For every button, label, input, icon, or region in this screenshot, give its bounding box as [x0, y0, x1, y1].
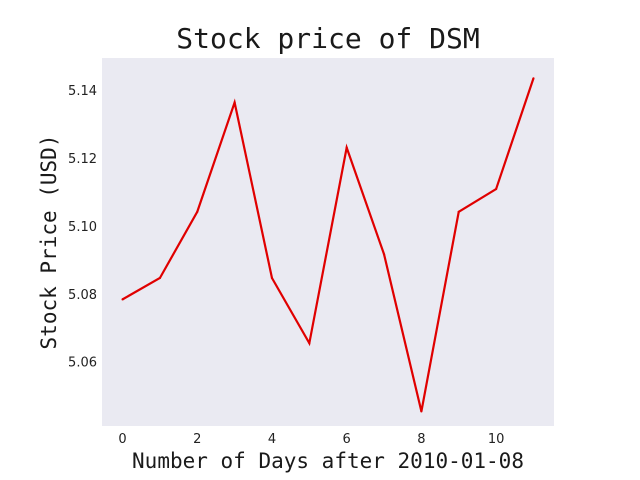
x-tick-label: 2 [193, 432, 201, 447]
x-axis-label: Number of Days after 2010-01-08 [132, 449, 524, 473]
data-point [121, 298, 124, 301]
y-tick-label: 5.12 [68, 152, 97, 167]
data-point [345, 146, 348, 149]
data-point [270, 276, 274, 280]
y-axis-ticks: 5.06 5.08 5.10 5.12 5.14 [68, 84, 97, 371]
data-point [233, 101, 236, 104]
x-tick-label: 10 [488, 432, 505, 447]
data-point [532, 77, 535, 80]
y-tick-label: 5.06 [68, 356, 97, 371]
data-point [420, 410, 423, 413]
data-layer [121, 77, 535, 413]
x-axis-ticks: 0 2 4 6 8 10 [118, 432, 504, 447]
y-tick-label: 5.14 [68, 84, 97, 99]
x-tick-label: 8 [417, 432, 425, 447]
y-tick-label: 5.10 [68, 220, 97, 235]
series-line [122, 78, 535, 412]
x-tick-label: 6 [343, 432, 351, 447]
data-point [495, 187, 498, 191]
data-point [382, 253, 386, 256]
data-point [196, 210, 199, 213]
data-point [158, 276, 161, 280]
y-axis-label: Stock Price (USD) [37, 135, 61, 350]
data-point [457, 210, 460, 213]
x-tick-label: 0 [118, 432, 126, 447]
data-point [308, 342, 311, 345]
x-tick-label: 4 [268, 432, 276, 447]
chart-title: Stock price of DSM [176, 22, 479, 55]
y-tick-label: 5.08 [68, 288, 97, 303]
